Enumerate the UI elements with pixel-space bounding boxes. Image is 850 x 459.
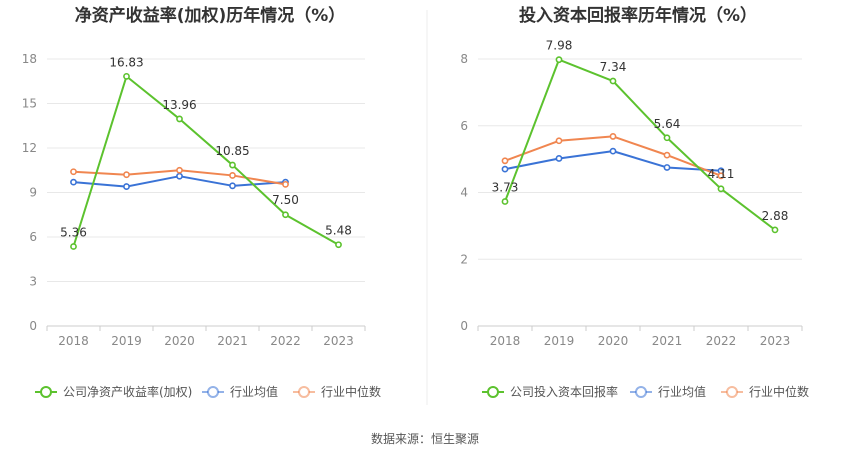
y-tick-label: 0: [460, 319, 468, 333]
roic-chart-title: 投入资本回报率历年情况（%）: [519, 5, 757, 26]
data-point[interactable]: [501, 157, 509, 165]
data-label: 2.88: [762, 209, 789, 223]
y-tick-label: 15: [22, 97, 37, 111]
legend-swatch-marker: [726, 386, 738, 398]
data-label: 5.64: [654, 117, 681, 131]
legend-swatch-marker: [40, 386, 52, 398]
roe-legend: 公司净资产收益率(加权) 行业均值 行业中位数: [35, 384, 381, 399]
y-tick-label: 0: [29, 319, 37, 333]
data-label: 5.48: [325, 224, 352, 238]
legend-label: 公司净资产收益率(加权): [63, 384, 192, 399]
series-line: [504, 135, 722, 177]
y-tick-label: 6: [29, 230, 37, 244]
x-tick-label: 2020: [598, 334, 629, 348]
data-point[interactable]: [282, 180, 289, 188]
roe-chart-title: 净资产收益率(加权)历年情况（%）: [75, 5, 346, 26]
y-tick-label: 6: [460, 119, 468, 133]
data-point[interactable]: [771, 226, 779, 234]
data-point[interactable]: [229, 161, 236, 169]
data-point[interactable]: [229, 182, 236, 190]
y-tick-label: 8: [460, 52, 468, 66]
x-tick-label: 2022: [270, 334, 301, 348]
legend-item[interactable]: 行业中位数: [293, 384, 381, 399]
data-label: 16.83: [109, 55, 143, 69]
data-label: 13.96: [162, 98, 196, 112]
series-line: [504, 58, 776, 231]
roic-legend: 公司投入资本回报率 行业均值 行业中位数: [482, 384, 809, 399]
x-tick-label: 2018: [490, 334, 521, 348]
data-label: 5.36: [60, 225, 87, 239]
x-tick-label: 2019: [111, 334, 142, 348]
data-point[interactable]: [717, 172, 725, 180]
legend-swatch-marker: [298, 386, 310, 398]
data-point[interactable]: [70, 243, 77, 250]
legend-item[interactable]: 公司投入资本回报率: [482, 384, 618, 399]
x-tick-label: 2022: [706, 334, 737, 348]
data-point[interactable]: [123, 183, 130, 190]
data-point[interactable]: [609, 133, 617, 140]
data-point[interactable]: [555, 56, 563, 64]
data-point[interactable]: [123, 72, 130, 80]
legend-label: 行业均值: [658, 384, 706, 399]
data-label: 4.11: [708, 167, 735, 181]
data-point[interactable]: [717, 185, 725, 193]
x-tick-label: 2019: [544, 334, 575, 348]
x-tick-label: 2021: [217, 334, 248, 348]
data-point[interactable]: [609, 77, 617, 85]
legend-label: 行业中位数: [321, 384, 381, 399]
data-point[interactable]: [555, 155, 563, 162]
data-point[interactable]: [663, 164, 671, 171]
data-point[interactable]: [176, 166, 183, 174]
y-tick-label: 4: [460, 186, 468, 200]
legend-item[interactable]: 行业中位数: [721, 384, 809, 399]
y-tick-label: 12: [22, 141, 37, 155]
data-point[interactable]: [123, 171, 130, 179]
data-label: 7.98: [546, 39, 573, 53]
data-point[interactable]: [335, 241, 342, 249]
series-line: [72, 75, 339, 247]
legend-label: 公司投入资本回报率: [510, 384, 618, 399]
data-label: 7.50: [272, 193, 299, 207]
data-point[interactable]: [176, 115, 183, 123]
legend-item[interactable]: 公司净资产收益率(加权): [35, 384, 192, 399]
data-label: 3.73: [492, 181, 519, 195]
data-label: 7.34: [600, 60, 627, 74]
legend-label: 行业均值: [230, 384, 278, 399]
roic-plot-area: 0 2 4 6 8 2018 2019 2020 2021 2022 2023 3.73 7.98 7.3…: [460, 39, 803, 348]
data-point[interactable]: [501, 198, 509, 205]
data-point[interactable]: [229, 172, 236, 179]
data-point[interactable]: [663, 151, 671, 159]
y-tick-label: 3: [29, 275, 37, 289]
data-label: 10.85: [215, 144, 249, 158]
legend-swatch-marker: [207, 386, 219, 398]
data-point[interactable]: [70, 168, 77, 176]
legend-item[interactable]: 行业均值: [202, 384, 278, 399]
y-tick-label: 2: [460, 252, 468, 266]
x-tick-label: 2018: [58, 334, 89, 348]
data-point[interactable]: [282, 211, 289, 219]
x-tick-label: 2020: [164, 334, 195, 348]
data-point[interactable]: [501, 165, 509, 173]
x-tick-label: 2023: [323, 334, 354, 348]
roe-chart: 净资产收益率(加权)历年情况（%） 0 3 6 9 12 15 18 2018 2019 2020…: [22, 5, 381, 399]
data-point[interactable]: [555, 137, 563, 145]
roic-chart: 投入资本回报率历年情况（%） 0 2 4 6 8 2018 2019 2020 2021 2022…: [460, 5, 809, 399]
data-point[interactable]: [70, 178, 77, 186]
x-tick-label: 2021: [652, 334, 683, 348]
data-source-label: 数据来源：恒生聚源: [371, 431, 479, 446]
legend-swatch-marker: [635, 386, 647, 398]
legend-label: 行业中位数: [749, 384, 809, 399]
legend-swatch-marker: [487, 386, 499, 398]
legend-item[interactable]: 行业均值: [630, 384, 706, 399]
data-point[interactable]: [176, 172, 183, 180]
roe-plot-area: 0 3 6 9 12 15 18 2018 2019 2020 2021 2022 2023 5.36 16…: [22, 52, 366, 348]
data-point[interactable]: [609, 147, 617, 155]
x-tick-label: 2023: [760, 334, 791, 348]
data-point[interactable]: [663, 134, 671, 142]
y-tick-label: 9: [29, 186, 37, 200]
y-tick-label: 18: [22, 52, 37, 66]
